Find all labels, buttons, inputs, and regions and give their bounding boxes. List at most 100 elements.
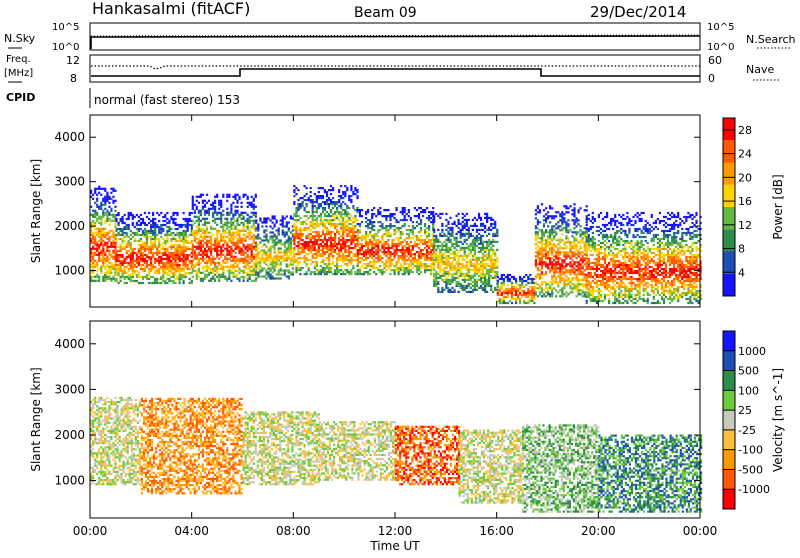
power-cell-3 [255, 235, 258, 238]
power-cell-6 [461, 232, 464, 235]
power-cell-1 [166, 239, 169, 243]
power-cell-4 [348, 233, 351, 236]
power-cell-4 [325, 215, 329, 218]
power-cell-6 [469, 276, 472, 279]
power-cell-0 [104, 251, 107, 254]
power-cell-1 [158, 267, 161, 271]
power-cell-8 [542, 235, 546, 238]
power-cell-1 [117, 257, 120, 261]
power-cell-2 [228, 221, 231, 224]
power-cell-5 [403, 267, 406, 270]
power-cell-4 [329, 223, 333, 226]
power-cell-4 [313, 267, 316, 270]
power-cell-1 [174, 217, 177, 221]
power-cell-1 [152, 221, 155, 225]
power-cell-2 [242, 193, 245, 196]
power-cell-6 [479, 280, 483, 283]
power-cell-1 [166, 231, 169, 235]
power-cell-2 [230, 209, 233, 212]
power-cell-5 [395, 209, 398, 212]
power-cell-4 [325, 203, 329, 206]
power-cell-2 [222, 275, 225, 278]
power-cell-4 [334, 227, 337, 230]
power-cell-6 [453, 278, 456, 281]
power-cell-1 [125, 233, 128, 237]
power-cell-3 [285, 263, 288, 266]
power-cell-5 [430, 259, 433, 262]
power-cell-3 [275, 229, 278, 232]
power-cell-4 [309, 195, 312, 198]
power-cell-8 [557, 255, 560, 258]
power-cell-2 [201, 271, 204, 274]
power-cell-1 [135, 221, 138, 225]
power-cell-6 [488, 216, 491, 219]
power-cell-5 [430, 211, 433, 214]
power-cell-2 [195, 215, 198, 218]
power-cell-6 [465, 222, 468, 225]
power-cell-4 [350, 231, 353, 234]
power-cell-2 [224, 265, 227, 268]
power-cell-0 [100, 193, 103, 196]
power-cell-3 [269, 231, 272, 234]
power-cell-2 [220, 263, 223, 266]
power-cell-6 [479, 284, 483, 287]
power-cell-4 [342, 241, 345, 244]
power-cell-8 [545, 253, 548, 256]
power-cell-6 [469, 242, 472, 245]
power-cell-4 [327, 267, 331, 270]
power-cell-1 [172, 211, 175, 215]
power-cell-1 [166, 247, 169, 251]
power-cell-0 [110, 255, 113, 258]
power-cell-4 [313, 273, 316, 276]
power-cell-4 [297, 219, 300, 222]
power-cell-7 [508, 289, 512, 293]
power-cell-0 [108, 235, 111, 238]
power-cell-4 [340, 215, 343, 218]
power-cell-8 [540, 239, 544, 242]
power-cell-6 [437, 244, 440, 247]
power-cell-5 [397, 243, 400, 246]
power-cell-0 [98, 217, 101, 220]
power-cell-2 [207, 279, 211, 282]
power-cell-5 [381, 269, 384, 272]
power-cell-4 [309, 259, 312, 262]
power-cell-1 [148, 245, 151, 249]
power-cell-1 [162, 237, 165, 241]
power-cell-6 [484, 258, 487, 261]
power-cell-4 [346, 189, 349, 192]
power-cell-0 [106, 277, 109, 280]
power-cell-3 [287, 249, 290, 252]
power-cell-2 [195, 261, 198, 264]
power-cell-1 [129, 259, 132, 263]
power-cell-8 [555, 279, 558, 282]
nave-label: Nave [746, 63, 774, 76]
power-cell-2 [228, 249, 231, 252]
power-cell-1 [131, 215, 134, 219]
power-cell-1 [119, 279, 122, 283]
power-cell-4 [297, 249, 300, 252]
power-cell-4 [317, 233, 320, 236]
power-cell-4 [336, 211, 339, 214]
power-cell-3 [277, 229, 280, 232]
power-cell-3 [277, 227, 280, 230]
power-cell-8 [538, 277, 542, 280]
power-cell-2 [199, 227, 202, 230]
power-cell-1 [156, 259, 159, 263]
power-cell-2 [248, 201, 251, 204]
power-cell-4 [319, 213, 322, 216]
power-cell-2 [250, 249, 253, 252]
power-cell-3 [255, 255, 258, 258]
power-cell-8 [553, 279, 556, 282]
power-cell-2 [226, 269, 229, 272]
power-cell-4 [329, 237, 333, 240]
power-cell-5 [393, 243, 396, 246]
power-cell-6 [463, 254, 466, 257]
power-cell-6 [433, 258, 436, 261]
power-cell-1 [190, 239, 193, 243]
power-cell-4 [309, 191, 312, 194]
power-cell-3 [279, 251, 282, 254]
power-cell-6 [437, 290, 440, 293]
power-cell-4 [346, 211, 349, 214]
power-cell-0 [110, 261, 113, 264]
power-cell-1 [162, 227, 165, 231]
